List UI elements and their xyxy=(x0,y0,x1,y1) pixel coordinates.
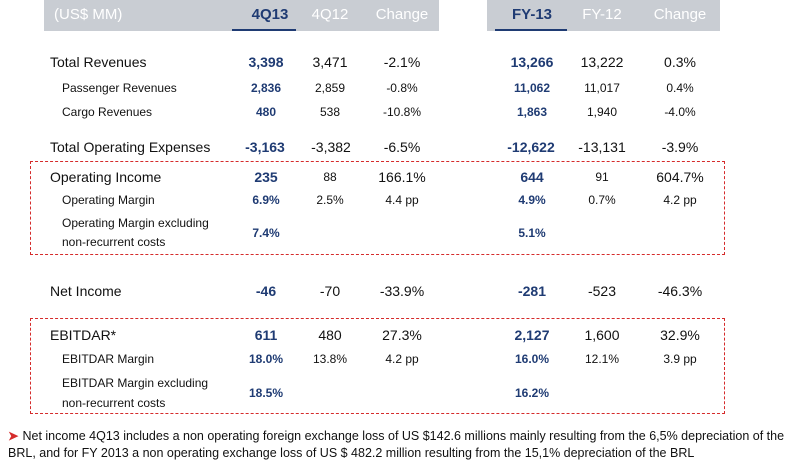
cell-operating-income-change-q: 166.1% xyxy=(378,169,426,185)
cell-total-opex-4q13: -3,163 xyxy=(245,139,285,155)
header-band-year xyxy=(487,0,720,31)
cell-operating-margin-change-q: 4.4 pp xyxy=(385,193,419,207)
header-col-fy13: FY-13 xyxy=(511,6,553,23)
cell-total-revenues-fy13: 13,266 xyxy=(510,54,554,70)
cell-total-opex-fy13: -12,622 xyxy=(507,139,555,155)
cell-total-opex-change-q: -6.5% xyxy=(383,139,421,155)
cell-ebitdar-change-fy: 32.9% xyxy=(660,327,700,343)
cell-net-income-change-q: -33.9% xyxy=(379,283,425,299)
cell-total-revenues-change-q: -2.1% xyxy=(383,54,421,70)
cell-operating-margin-excl-fy13: 5.1% xyxy=(518,226,546,240)
row-label-cargo-revenues: Cargo Revenues xyxy=(62,105,153,119)
row-label-operating-margin-excl-line1: Operating Margin excluding xyxy=(62,216,209,230)
row-label-ebitdar-margin-excl-line2: non-recurrent costs xyxy=(62,396,166,410)
row-label-total-revenues: Total Revenues xyxy=(50,54,147,70)
cell-operating-margin-excl-4q13: 7.4% xyxy=(252,226,280,240)
cell-cargo-revenues-fy12: 1,940 xyxy=(586,105,618,119)
footnote: ➤ Net income 4Q13 includes a non operatin… xyxy=(8,428,798,462)
footnote-text: Net income 4Q13 includes a non operating… xyxy=(8,429,785,460)
cell-operating-margin-fy13: 4.9% xyxy=(518,193,546,207)
row-label-operating-margin-excl-line2: non-recurrent costs xyxy=(62,235,166,249)
ebitdar-box xyxy=(30,318,725,414)
cell-operating-margin-fy12: 0.7% xyxy=(588,193,616,207)
cell-ebitdar-margin-change-q: 4.2 pp xyxy=(385,352,419,366)
row-label-ebitdar-margin-excl-line1: EBITDAR Margin excluding xyxy=(62,376,209,390)
cell-operating-income-4q12: 88 xyxy=(323,170,337,184)
header-underline-fy13 xyxy=(495,29,567,31)
cell-ebitdar-fy13: 2,127 xyxy=(514,327,550,343)
cell-operating-income-fy13: 644 xyxy=(520,169,544,185)
cell-cargo-revenues-fy13: 1,863 xyxy=(516,105,548,119)
operating-income-box xyxy=(30,161,725,255)
cell-net-income-change-fy: -46.3% xyxy=(657,283,703,299)
row-label-net-income: Net Income xyxy=(50,283,122,299)
cell-operating-income-change-fy: 604.7% xyxy=(656,169,704,185)
cell-ebitdar-margin-excl-4q13: 18.5% xyxy=(248,386,284,400)
cell-net-income-fy13: -281 xyxy=(517,283,547,299)
row-label-ebitdar-margin: EBITDAR Margin xyxy=(62,352,155,366)
cell-ebitdar-fy12: 1,600 xyxy=(584,327,620,343)
cell-net-income-fy12: -523 xyxy=(587,283,617,299)
cell-passenger-revenues-4q13: 2,836 xyxy=(250,81,282,95)
cell-total-opex-change-fy: -3.9% xyxy=(661,139,699,155)
cell-operating-margin-4q12: 2.5% xyxy=(316,193,344,207)
header-band-quarter xyxy=(44,0,439,31)
row-label-ebitdar: EBITDAR* xyxy=(50,327,117,343)
cell-cargo-revenues-change-fy: -4.0% xyxy=(664,105,696,119)
cell-passenger-revenues-change-q: -0.8% xyxy=(386,81,418,95)
cell-passenger-revenues-4q12: 2,859 xyxy=(314,81,346,95)
header-units-label: (US$ MM) xyxy=(54,6,123,23)
cell-operating-income-4q13: 235 xyxy=(254,169,278,185)
cell-total-revenues-change-fy: 0.3% xyxy=(664,54,696,70)
cell-ebitdar-4q13: 611 xyxy=(254,327,278,343)
row-label-total-operating-expenses: Total Operating Expenses xyxy=(50,139,211,155)
cell-ebitdar-4q12: 480 xyxy=(318,327,342,343)
header-col-fy12: FY-12 xyxy=(582,6,622,23)
header-col-4q13: 4Q13 xyxy=(251,6,289,23)
cell-net-income-4q13: -46 xyxy=(255,283,277,299)
cell-ebitdar-margin-4q13: 18.0% xyxy=(248,352,284,366)
cell-ebitdar-margin-fy13: 16.0% xyxy=(514,352,550,366)
cell-ebitdar-margin-excl-fy13: 16.2% xyxy=(514,386,550,400)
row-label-passenger-revenues: Passenger Revenues xyxy=(62,81,177,95)
cell-ebitdar-margin-4q12: 13.8% xyxy=(312,352,348,366)
cell-cargo-revenues-change-q: -10.8% xyxy=(382,105,422,119)
cell-total-revenues-4q13: 3,398 xyxy=(248,54,284,70)
row-label-operating-margin: Operating Margin xyxy=(62,193,155,207)
header-underline-4q13 xyxy=(232,29,296,31)
cell-net-income-4q12: -70 xyxy=(319,283,341,299)
header-col-change-fy: Change xyxy=(653,6,707,23)
cell-total-opex-fy12: -13,131 xyxy=(578,139,626,155)
cell-operating-margin-4q13: 6.9% xyxy=(252,193,280,207)
header-col-change-q: Change xyxy=(375,6,429,23)
cell-ebitdar-change-q: 27.3% xyxy=(382,327,422,343)
arrow-right-icon: ➤ xyxy=(8,429,19,443)
cell-total-opex-4q12: -3,382 xyxy=(311,139,351,155)
cell-cargo-revenues-4q12: 538 xyxy=(319,105,341,119)
row-label-operating-income: Operating Income xyxy=(50,169,162,185)
cell-passenger-revenues-fy12: 11,017 xyxy=(584,81,620,95)
header-col-4q12: 4Q12 xyxy=(311,6,349,23)
cell-ebitdar-margin-change-fy: 3.9 pp xyxy=(663,352,697,366)
cell-cargo-revenues-4q13: 480 xyxy=(255,105,277,119)
cell-ebitdar-margin-fy12: 12.1% xyxy=(584,352,620,366)
cell-total-revenues-fy12: 13,222 xyxy=(580,54,624,70)
cell-operating-margin-change-fy: 4.2 pp xyxy=(663,193,697,207)
cell-operating-income-fy12: 91 xyxy=(595,170,609,184)
cell-passenger-revenues-change-fy: 0.4% xyxy=(666,81,694,95)
cell-passenger-revenues-fy13: 11,062 xyxy=(513,81,551,95)
cell-total-revenues-4q12: 3,471 xyxy=(312,54,348,70)
